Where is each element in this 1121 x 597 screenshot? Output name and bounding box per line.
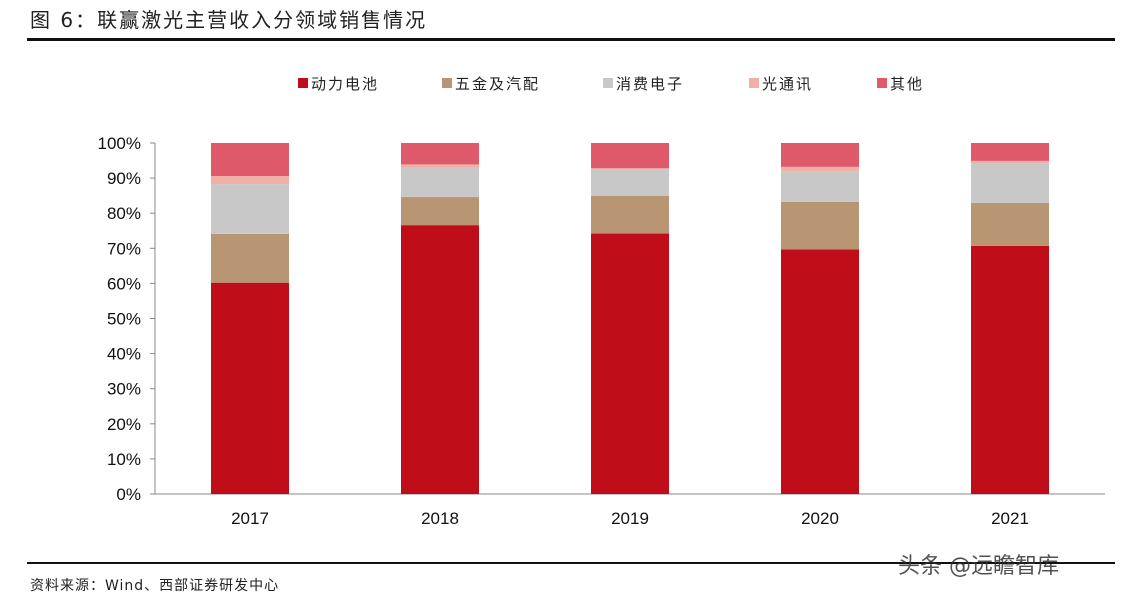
bar-segment-2017-2 xyxy=(211,184,289,234)
y-tick-label: 90% xyxy=(107,169,141,188)
bar-segment-2017-1 xyxy=(211,233,289,283)
figure-title: 图 6：联赢激光主营收入分领域销售情况 xyxy=(30,8,428,32)
bar-segment-2018-3 xyxy=(401,164,479,168)
bar-segment-2021-4 xyxy=(971,143,1049,161)
x-tick-label: 2021 xyxy=(991,509,1029,528)
bar-segment-2017-0 xyxy=(211,282,289,494)
legend-label: 光通讯 xyxy=(762,75,813,93)
bar-segment-2018-2 xyxy=(401,167,479,198)
legend-swatch xyxy=(442,78,452,88)
footer-divider xyxy=(27,562,1115,564)
legend-label: 动力电池 xyxy=(311,75,379,93)
legend-swatch xyxy=(749,78,759,88)
bar-segment-2020-1 xyxy=(781,201,859,250)
legend-swatch xyxy=(603,78,613,88)
legend-swatch xyxy=(877,78,887,88)
legend: 动力电池 五金及汽配 消费电子 光通讯 其他 xyxy=(298,75,924,93)
bar-segment-2019-2 xyxy=(591,168,669,197)
bar-segment-2018-1 xyxy=(401,197,479,226)
bar-segment-2019-3 xyxy=(591,168,669,169)
y-axis: 0% 10% 20% 30% 40% 50% 60% 70% 80% 90% 100% xyxy=(98,134,1105,504)
legend-swatch xyxy=(298,78,308,88)
bar-segment-2018-0 xyxy=(401,225,479,494)
bar-segment-2019-4 xyxy=(591,143,669,169)
y-tick-label: 40% xyxy=(107,345,141,364)
bars xyxy=(211,143,1049,495)
x-tick-label: 2019 xyxy=(611,509,649,528)
y-tick-label: 50% xyxy=(107,310,141,329)
bar-segment-2018-4 xyxy=(401,143,479,165)
legend-label: 消费电子 xyxy=(616,75,684,93)
bar-segment-2020-2 xyxy=(781,171,859,202)
source-note: 资料来源：Wind、西部证券研发中心 xyxy=(30,578,280,594)
y-tick-label: 10% xyxy=(107,450,141,469)
title-divider xyxy=(27,38,1115,41)
y-tick-label: 70% xyxy=(107,239,141,258)
bar-segment-2019-0 xyxy=(591,233,669,495)
legend-label: 五金及汽配 xyxy=(455,75,540,93)
y-tick-label: 100% xyxy=(98,134,141,153)
x-tick-label: 2020 xyxy=(801,509,839,528)
y-tick-label: 20% xyxy=(107,415,141,434)
bar-segment-2017-4 xyxy=(211,143,289,176)
y-tick-label: 60% xyxy=(107,274,141,293)
x-tick-label: 2018 xyxy=(421,509,459,528)
bar-segment-2021-1 xyxy=(971,203,1049,246)
x-axis: 2017 2018 2019 2020 2021 xyxy=(231,509,1029,528)
y-tick-label: 30% xyxy=(107,380,141,399)
y-tick-label: 80% xyxy=(107,204,141,223)
x-tick-label: 2017 xyxy=(231,509,269,528)
watermark: 头条 @远瞻智库 xyxy=(898,554,1059,579)
bar-segment-2020-0 xyxy=(781,249,859,494)
bar-segment-2020-3 xyxy=(781,166,859,172)
bar-segment-2021-2 xyxy=(971,163,1049,204)
bar-segment-2019-1 xyxy=(591,196,669,234)
bar-segment-2020-4 xyxy=(781,143,859,167)
legend-label: 其他 xyxy=(890,75,924,93)
bar-segment-2021-3 xyxy=(971,160,1049,164)
bar-segment-2021-0 xyxy=(971,245,1049,494)
y-tick-label: 0% xyxy=(116,485,141,504)
bar-segment-2017-3 xyxy=(211,175,289,185)
